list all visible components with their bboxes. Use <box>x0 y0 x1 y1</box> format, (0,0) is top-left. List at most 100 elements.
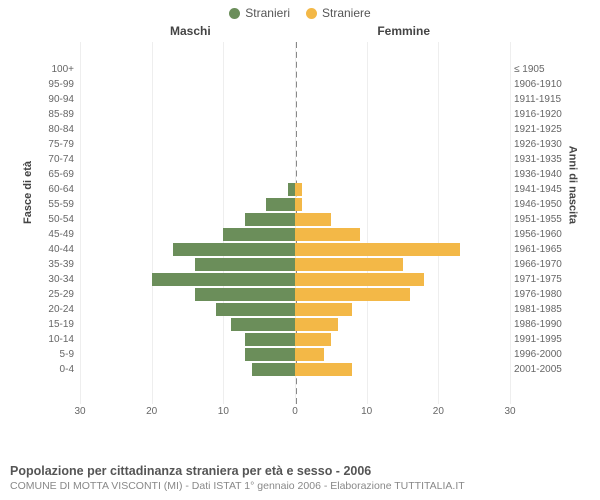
x-tick-label: 20 <box>146 406 157 417</box>
bar-male <box>195 288 295 301</box>
age-label: 40-44 <box>32 242 74 257</box>
pyramid-row: 5-91996-2000 <box>80 347 510 362</box>
bar-female <box>295 243 460 256</box>
age-label: 55-59 <box>32 197 74 212</box>
birth-year-label: 1916-1920 <box>514 107 574 122</box>
x-tick-label: 30 <box>74 406 85 417</box>
birth-year-label: 1911-1915 <box>514 92 574 107</box>
birth-year-label: 1946-1950 <box>514 197 574 212</box>
birth-year-label: 1951-1955 <box>514 212 574 227</box>
bar-male <box>173 243 295 256</box>
bar-male <box>266 198 295 211</box>
birth-year-label: 1936-1940 <box>514 167 574 182</box>
birth-year-label: 1966-1970 <box>514 257 574 272</box>
age-label: 45-49 <box>32 227 74 242</box>
bar-female <box>295 363 352 376</box>
birth-year-label: 1906-1910 <box>514 77 574 92</box>
bar-female <box>295 303 352 316</box>
age-label: 0-4 <box>32 362 74 377</box>
birth-year-label: 1961-1965 <box>514 242 574 257</box>
x-tick-label: 30 <box>504 406 515 417</box>
age-label: 70-74 <box>32 152 74 167</box>
birth-year-label: 2001-2005 <box>514 362 574 377</box>
birth-year-label: 1941-1945 <box>514 182 574 197</box>
gridline <box>510 42 511 404</box>
age-label: 30-34 <box>32 272 74 287</box>
birth-year-label: 1991-1995 <box>514 332 574 347</box>
bar-male <box>152 273 295 286</box>
pyramid-row: 10-141991-1995 <box>80 332 510 347</box>
bar-female <box>295 213 331 226</box>
column-header-male: Maschi <box>170 24 211 38</box>
pyramid-row: 80-841921-1925 <box>80 122 510 137</box>
pyramid-row: 30-341971-1975 <box>80 272 510 287</box>
pyramid-row: 35-391966-1970 <box>80 257 510 272</box>
x-tick-label: 10 <box>218 406 229 417</box>
birth-year-label: 1986-1990 <box>514 317 574 332</box>
age-label: 15-19 <box>32 317 74 332</box>
age-label: 100+ <box>32 62 74 77</box>
birth-year-label: 1981-1985 <box>514 302 574 317</box>
age-label: 25-29 <box>32 287 74 302</box>
pyramid-row: 15-191986-1990 <box>80 317 510 332</box>
age-label: 10-14 <box>32 332 74 347</box>
swatch-female <box>306 8 317 19</box>
bar-female <box>295 348 324 361</box>
bar-female <box>295 198 302 211</box>
caption: Popolazione per cittadinanza straniera p… <box>10 464 590 492</box>
age-label: 60-64 <box>32 182 74 197</box>
caption-subtitle: COMUNE DI MOTTA VISCONTI (MI) - Dati IST… <box>10 480 590 492</box>
legend: Stranieri Straniere <box>0 0 600 20</box>
birth-year-label: ≤ 1905 <box>514 62 574 77</box>
bar-female <box>295 288 410 301</box>
caption-title: Popolazione per cittadinanza straniera p… <box>10 464 590 478</box>
pyramid-row: 50-541951-1955 <box>80 212 510 227</box>
pyramid-row: 60-641941-1945 <box>80 182 510 197</box>
pyramid-row: 95-991906-1910 <box>80 77 510 92</box>
bar-female <box>295 258 403 271</box>
bar-female <box>295 183 302 196</box>
pyramid-row: 45-491956-1960 <box>80 227 510 242</box>
x-axis: 3020100102030 <box>80 406 510 420</box>
chart-area: Maschi Femmine Fasce di età Anni di nasc… <box>20 24 580 434</box>
legend-label-female: Straniere <box>322 6 371 20</box>
pyramid-row: 75-791926-1930 <box>80 137 510 152</box>
bar-female <box>295 273 424 286</box>
bar-male <box>288 183 295 196</box>
pyramid-row: 85-891916-1920 <box>80 107 510 122</box>
pyramid-row: 90-941911-1915 <box>80 92 510 107</box>
bar-male <box>223 228 295 241</box>
bar-male <box>245 348 295 361</box>
birth-year-label: 1971-1975 <box>514 272 574 287</box>
pyramid-row: 20-241981-1985 <box>80 302 510 317</box>
age-label: 35-39 <box>32 257 74 272</box>
bar-male <box>245 333 295 346</box>
bar-male <box>216 303 295 316</box>
age-label: 80-84 <box>32 122 74 137</box>
swatch-male <box>229 8 240 19</box>
bar-male <box>245 213 295 226</box>
pyramid-row: 0-42001-2005 <box>80 362 510 377</box>
age-label: 20-24 <box>32 302 74 317</box>
bar-female <box>295 318 338 331</box>
birth-year-label: 1921-1925 <box>514 122 574 137</box>
age-label: 90-94 <box>32 92 74 107</box>
age-label: 65-69 <box>32 167 74 182</box>
birth-year-label: 1976-1980 <box>514 287 574 302</box>
legend-item-female: Straniere <box>306 6 371 20</box>
birth-year-label: 1926-1930 <box>514 137 574 152</box>
age-label: 5-9 <box>32 347 74 362</box>
pyramid-row: 65-691936-1940 <box>80 167 510 182</box>
age-label: 95-99 <box>32 77 74 92</box>
birth-year-label: 1956-1960 <box>514 227 574 242</box>
column-header-female: Femmine <box>377 24 430 38</box>
bar-male <box>252 363 295 376</box>
x-tick-label: 10 <box>361 406 372 417</box>
birth-year-label: 1996-2000 <box>514 347 574 362</box>
bar-male <box>195 258 295 271</box>
pyramid-row: 40-441961-1965 <box>80 242 510 257</box>
birth-year-label: 1931-1935 <box>514 152 574 167</box>
age-label: 50-54 <box>32 212 74 227</box>
pyramid-row: 55-591946-1950 <box>80 197 510 212</box>
bar-female <box>295 333 331 346</box>
